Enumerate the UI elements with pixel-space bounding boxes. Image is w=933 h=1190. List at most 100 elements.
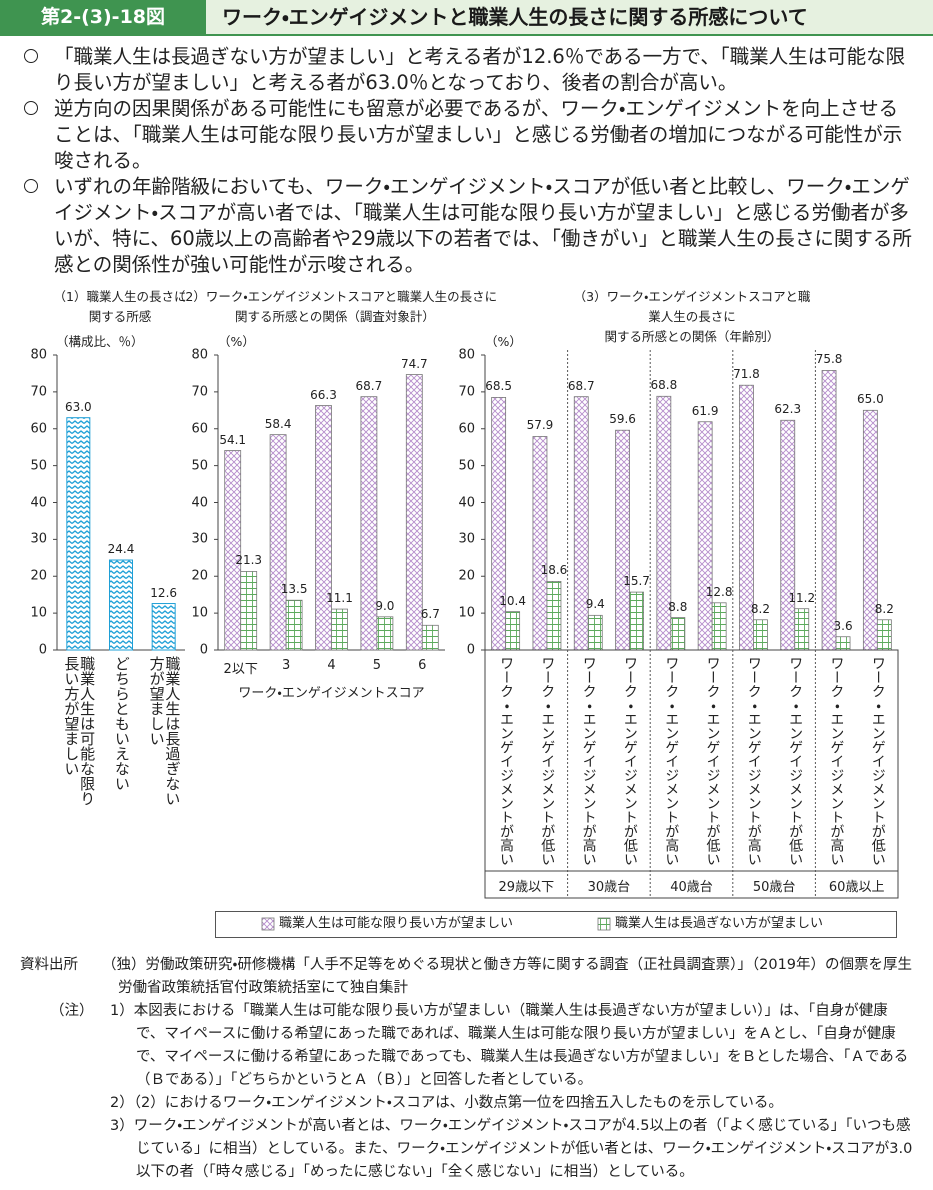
bullet-list: 「職業人生は長過ぎない方が望ましい」と考える者が12.6％である一方で、「職業人… — [20, 44, 913, 278]
value-label: 66.3 — [310, 387, 337, 402]
y-tick-label: 0 — [466, 642, 475, 658]
header: 第2-(3)-18図 ワーク・エンゲイジメントと職業人生の長さに関する所感につい… — [0, 0, 933, 36]
chart-title: （3）ワーク・エンゲイジメントスコアと職業人生の長さに 関する所感との関係（年齢… — [573, 289, 811, 344]
bar — [331, 608, 348, 651]
bar — [670, 617, 686, 651]
y-tick-label: 60 — [191, 421, 208, 437]
figure-number: 第2-(3)-18図 — [0, 0, 206, 34]
bar — [835, 636, 851, 651]
bar — [780, 419, 796, 651]
source: 資料出所 （独）労働政策研究・研修機構「人手不足等をめぐる現状と働き方等に関する… — [20, 954, 913, 1000]
value-label: 9.4 — [585, 597, 605, 612]
value-label: 68.5 — [485, 379, 512, 394]
value-label: 57.9 — [526, 418, 554, 433]
value-label: 8.8 — [668, 599, 688, 614]
legend-swatch — [261, 917, 275, 931]
chart-title: （1）職業人生の長さに 関する所感 — [53, 289, 187, 324]
value-label: 54.1 — [219, 432, 247, 447]
y-tick-label: 40 — [30, 495, 47, 510]
bar — [753, 619, 768, 651]
bullet-mark — [24, 49, 38, 63]
y-tick-label: 10 — [191, 605, 208, 621]
y-tick-label: 60 — [30, 421, 47, 437]
value-label: 61.9 — [691, 403, 719, 418]
x-tick-label: ワーク・エンゲイジメントが高い — [663, 656, 680, 866]
bullet-text: 逆方向の因果関係がある可能性にも留意が必要であるが、ワーク・エンゲイジメントを向… — [54, 97, 903, 172]
y-tick-label: 70 — [458, 384, 475, 400]
group-label: 40歳台 — [670, 880, 713, 895]
x-tick-label: 職業人生は可能な限り長い方が望ましい — [62, 656, 97, 806]
bullet-mark — [24, 101, 38, 115]
x-tick-label: ワーク・エンゲイジメントが低い — [621, 656, 638, 866]
notes: （注） 1）本図表における「職業人生は可能な限り長い方が望ましい（職業人生は長過… — [20, 1000, 913, 1184]
group-label: 50歳台 — [752, 880, 796, 895]
y-axis-label: （%） — [218, 334, 255, 349]
x-tick-label: ワーク・エンゲイジメントが低い — [787, 656, 804, 866]
group-label: 29歳以下 — [498, 880, 555, 895]
bar — [376, 616, 394, 651]
bar — [876, 619, 892, 651]
note-item: 2）（2）におけるワーク・エンゲイジメント・スコアは、小数点第一位を四捨五入した… — [110, 1095, 783, 1111]
legend — [215, 911, 897, 938]
group-label: 60歳以上 — [828, 880, 885, 895]
value-label: 11.2 — [788, 590, 816, 605]
value-label: 6.7 — [420, 607, 440, 622]
bullet: いずれの年齢階級においても、ワーク・エンゲイジメント・スコアが低い者と比較し、ワ… — [20, 174, 913, 278]
bar — [421, 624, 439, 651]
value-label: 3.6 — [833, 618, 853, 633]
value-label: 11.1 — [326, 591, 353, 606]
note-item: 3）ワーク・エンゲイジメントが高い者とは、ワーク・エンゲイジメント・スコアが4.… — [110, 1118, 913, 1180]
legend-swatch — [597, 917, 611, 931]
bar — [697, 421, 713, 651]
bar — [151, 603, 176, 651]
bar — [532, 436, 548, 651]
x-tick-label: 5 — [372, 658, 382, 673]
value-label: 59.6 — [609, 412, 636, 427]
source-text: （独）労働政策研究・研修機構「人手不足等をめぐる現状と働き方等に関する調査（正社… — [102, 957, 913, 996]
x-tick-label: ワーク・エンゲイジメントが高い — [828, 656, 845, 866]
value-label: 58.4 — [264, 416, 292, 431]
y-tick-label: 20 — [458, 568, 475, 584]
bar — [505, 611, 521, 651]
value-label: 15.7 — [623, 574, 650, 589]
value-label: 13.5 — [280, 582, 308, 597]
y-tick-label: 30 — [458, 531, 475, 547]
bar — [546, 581, 562, 651]
bar — [285, 599, 303, 651]
bar — [573, 396, 589, 651]
bar — [794, 608, 810, 651]
bar — [109, 559, 133, 651]
bullet: 「職業人生は長過ぎない方が望ましい」と考える者が12.6％である一方で、「職業人… — [20, 44, 913, 96]
bar — [240, 571, 258, 651]
x-tick-label: ワーク・エンゲイジメントが高い — [497, 656, 514, 866]
bar — [615, 429, 630, 651]
x-tick-label: ワーク・エンゲイジメントが低い — [704, 656, 721, 866]
y-tick-label: 70 — [30, 384, 47, 400]
bullet: 逆方向の因果関係がある可能性にも留意が必要であるが、ワーク・エンゲイジメントを向… — [20, 96, 913, 174]
value-label: 12.6 — [150, 585, 178, 600]
legend-label: 職業人生は長過ぎない方が望ましい — [615, 916, 824, 931]
y-axis-label: （%） — [485, 334, 522, 349]
y-tick-label: 60 — [458, 421, 475, 437]
bar — [587, 614, 603, 651]
bar — [224, 450, 242, 651]
y-tick-label: 70 — [191, 384, 208, 400]
value-label: 68.7 — [355, 378, 383, 393]
value-label: 68.7 — [567, 378, 595, 393]
y-tick-label: 80 — [458, 347, 475, 363]
notes-label: （注） — [50, 1003, 94, 1019]
y-tick-label: 30 — [30, 531, 47, 547]
bar — [629, 591, 644, 651]
figure-title: ワーク・エンゲイジメントと職業人生の長さに関する所感について — [222, 5, 808, 29]
value-label: 74.7 — [400, 356, 428, 371]
value-label: 9.0 — [375, 598, 395, 613]
y-tick-label: 0 — [199, 642, 208, 658]
y-tick-label: 80 — [30, 347, 47, 363]
x-tick-label: ワーク・エンゲイジメントが高い — [745, 656, 762, 866]
y-tick-label: 40 — [191, 495, 208, 510]
value-label: 62.3 — [774, 402, 802, 417]
x-tick-label: 職業人生は長過ぎない方が望ましい — [147, 656, 182, 806]
